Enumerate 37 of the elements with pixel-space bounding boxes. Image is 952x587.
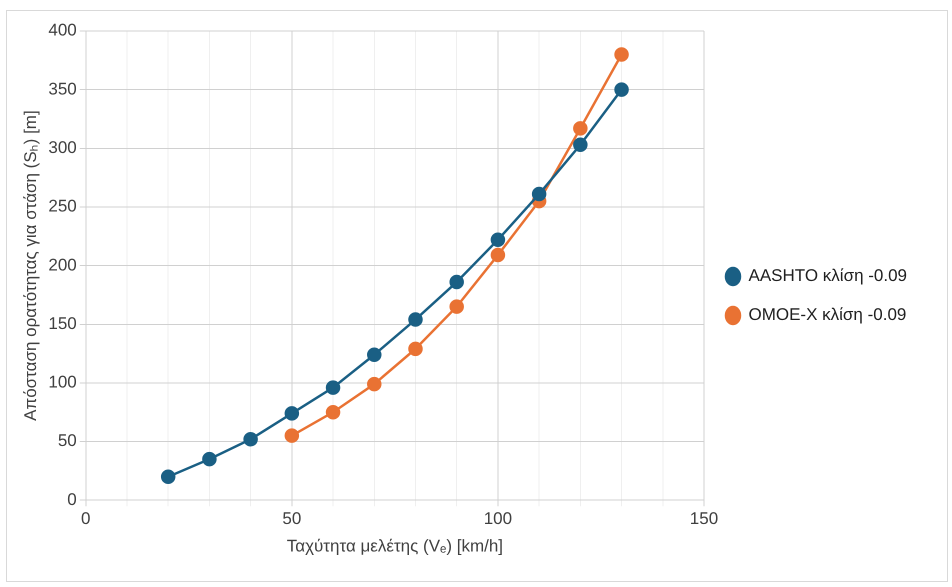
legend-label: OMOE-X κλίση -0.09 bbox=[748, 305, 906, 324]
point bbox=[243, 432, 258, 446]
point bbox=[160, 469, 176, 484]
point bbox=[490, 232, 506, 248]
point bbox=[202, 452, 217, 466]
point bbox=[449, 274, 464, 290]
point bbox=[532, 186, 546, 202]
y-tick-label: 100 bbox=[48, 372, 77, 392]
y-tick-label: 400 bbox=[48, 20, 77, 40]
point bbox=[326, 404, 340, 420]
y-tick-label: 0 bbox=[67, 490, 77, 509]
point bbox=[284, 428, 300, 443]
y-tick-label: 150 bbox=[48, 314, 77, 333]
y-tick-label: 200 bbox=[48, 255, 77, 274]
point bbox=[408, 342, 423, 356]
x-axis-title: Ταχύτητα μελέτης (Vₑ) [km/h] bbox=[286, 536, 504, 556]
point bbox=[614, 82, 629, 97]
x-tick-label: 100 bbox=[484, 509, 512, 528]
point bbox=[573, 138, 588, 152]
y-tick-label: 300 bbox=[48, 138, 77, 157]
point bbox=[284, 406, 300, 421]
y-tick-label: 50 bbox=[58, 431, 77, 450]
legend-label: AASHTO κλίση -0.09 bbox=[748, 266, 908, 286]
y-tick-label: 250 bbox=[48, 196, 77, 216]
x-tick-label: 0 bbox=[81, 509, 90, 528]
x-tick-label: 50 bbox=[282, 509, 302, 528]
point bbox=[367, 348, 382, 362]
point bbox=[490, 248, 506, 262]
point bbox=[449, 299, 464, 314]
y-axis-title: Απόσταση ορατότητας για στάση (Sₕ) [m] bbox=[20, 110, 40, 421]
point bbox=[573, 121, 588, 136]
point bbox=[326, 380, 340, 395]
point bbox=[408, 312, 423, 327]
point bbox=[614, 47, 629, 62]
x-tick-label: 150 bbox=[690, 509, 718, 528]
point bbox=[367, 376, 382, 392]
y-tick-label: 350 bbox=[48, 79, 77, 98]
